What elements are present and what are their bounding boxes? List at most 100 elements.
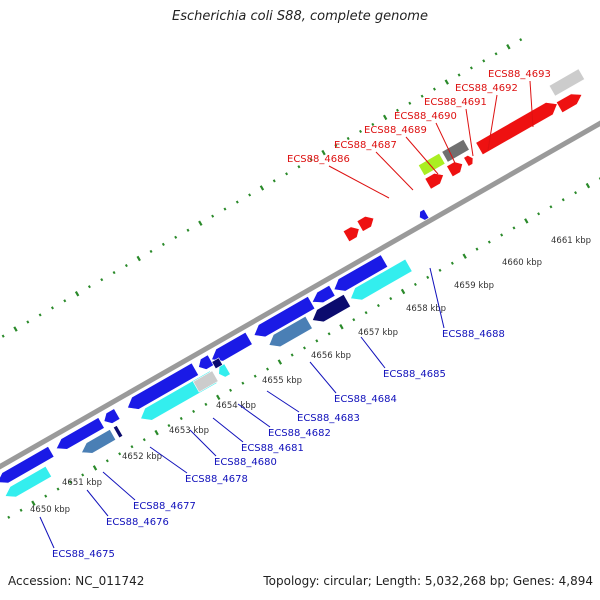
outer-tick-mark — [124, 263, 128, 268]
reverse-gene-label: ECS88_4677 — [133, 501, 196, 512]
outer-tick-mark — [259, 185, 265, 191]
inner-tick-mark — [204, 402, 208, 406]
inner-tick-mark — [549, 205, 553, 209]
outer-tick-mark — [285, 172, 289, 176]
kbp-label: 4658 kbp — [406, 304, 446, 314]
outer-tick-mark — [395, 108, 399, 112]
outer-tick-mark — [186, 228, 190, 232]
gene-feature — [350, 258, 413, 301]
forward-gene-label: ECS88_4690 — [394, 111, 457, 122]
outer-tick-mark — [74, 291, 80, 297]
inner-tick-mark — [438, 268, 442, 272]
reverse-gene-label: ECS88_4684 — [334, 394, 397, 405]
inner-tick-ring — [7, 177, 600, 519]
leader-line — [266, 390, 300, 413]
kbp-label: 4659 kbp — [454, 281, 494, 291]
inner-tick-mark — [277, 359, 283, 365]
gene-labels: ECS88_4686 ECS88_4687 ECS88_4689 ECS88_4690… — [39, 69, 551, 560]
inner-tick-mark — [574, 191, 578, 195]
inner-tick-mark — [512, 226, 516, 230]
leader-line — [149, 446, 188, 474]
leader-line — [189, 429, 217, 457]
kbp-label: 4661 kbp — [551, 236, 591, 246]
gene-feature — [475, 102, 558, 156]
forward-gene-label: ECS88_4691 — [424, 97, 487, 108]
leader-line — [360, 336, 386, 369]
forward-gene-label: ECS88_4689 — [364, 125, 427, 136]
outer-tick-mark — [211, 214, 215, 218]
outer-tick-mark — [346, 136, 350, 141]
leader-line — [309, 361, 337, 394]
outer-tick-mark — [371, 122, 375, 126]
inner-tick-mark — [130, 445, 134, 449]
inner-tick-mark — [524, 218, 529, 224]
outer-tick-mark — [174, 235, 178, 239]
gene-feature — [268, 315, 313, 348]
outer-tick-mark — [545, 25, 546, 27]
leader-line — [86, 489, 109, 517]
gene-features — [0, 68, 586, 498]
inner-tick-mark — [450, 261, 454, 265]
reverse-gene-label: ECS88_4678 — [185, 474, 248, 485]
gene-feature — [192, 370, 219, 393]
outer-tick-mark — [408, 101, 412, 105]
inner-tick-mark — [266, 367, 270, 371]
kbp-label: 4660 kbp — [502, 258, 542, 268]
gene-feature — [311, 293, 352, 323]
leader-line — [102, 471, 136, 501]
kbp-label: 4654 kbp — [216, 401, 256, 411]
inner-tick-mark — [167, 423, 171, 428]
outer-tick-mark — [569, 9, 571, 13]
gene-feature — [555, 93, 583, 114]
kbp-scale-labels: 4650 kbp 4651 kbp 4652 kbp 4653 kbp 4654 kbp… — [30, 236, 591, 515]
outer-tick-mark — [13, 326, 18, 332]
inner-tick-mark — [192, 409, 196, 414]
gene-feature — [419, 208, 430, 221]
genome-summary-text: Topology: circular; Length: 5,032,268 bp… — [263, 574, 593, 588]
inner-tick-mark — [142, 438, 146, 442]
gene-feature — [424, 172, 444, 190]
outer-tick-ring — [1, 9, 571, 338]
inner-tick-mark — [352, 318, 356, 322]
leader-line — [529, 80, 534, 128]
inner-tick-mark — [303, 346, 306, 350]
gene-feature — [103, 408, 121, 424]
inner-tick-mark — [105, 459, 109, 463]
reverse-gene-label: ECS88_4681 — [241, 443, 304, 454]
outer-tick-mark — [149, 249, 153, 254]
inner-tick-mark — [31, 500, 36, 506]
inner-tick-mark — [400, 288, 406, 295]
leader-line — [465, 108, 474, 157]
gene-feature — [0, 445, 55, 484]
outer-tick-mark — [432, 87, 436, 91]
genome-backbone — [0, 120, 600, 470]
inner-tick-mark — [290, 353, 294, 357]
forward-gene-label: ECS88_4686 — [287, 154, 350, 165]
outer-tick-mark — [38, 313, 42, 317]
genome-title: Escherichia coli S88, complete genome — [172, 9, 428, 24]
leader-line — [328, 165, 390, 199]
inner-tick-mark — [376, 304, 380, 308]
leader-line — [405, 136, 439, 175]
outer-tick-mark — [63, 299, 67, 303]
outer-tick-mark — [444, 79, 449, 85]
leader-line — [487, 94, 498, 151]
reverse-gene-label: ECS88_4676 — [106, 517, 169, 528]
gene-feature — [4, 465, 53, 498]
outer-tick-mark — [482, 59, 486, 63]
forward-gene-label: ECS88_4687 — [334, 140, 397, 151]
outer-tick-mark — [198, 220, 203, 226]
outer-tick-mark — [100, 278, 104, 282]
outer-tick-mark — [1, 334, 5, 338]
gene-feature — [211, 331, 253, 362]
inner-tick-mark — [462, 253, 467, 259]
reverse-gene-label: ECS88_4682 — [268, 428, 331, 439]
gene-feature — [417, 152, 446, 177]
outer-tick-mark — [457, 73, 461, 77]
outer-tick-mark — [334, 143, 338, 148]
outer-tick-mark — [223, 207, 227, 211]
inner-tick-mark — [315, 339, 319, 343]
inner-tick-mark — [241, 381, 245, 385]
inner-tick-mark — [118, 452, 122, 456]
